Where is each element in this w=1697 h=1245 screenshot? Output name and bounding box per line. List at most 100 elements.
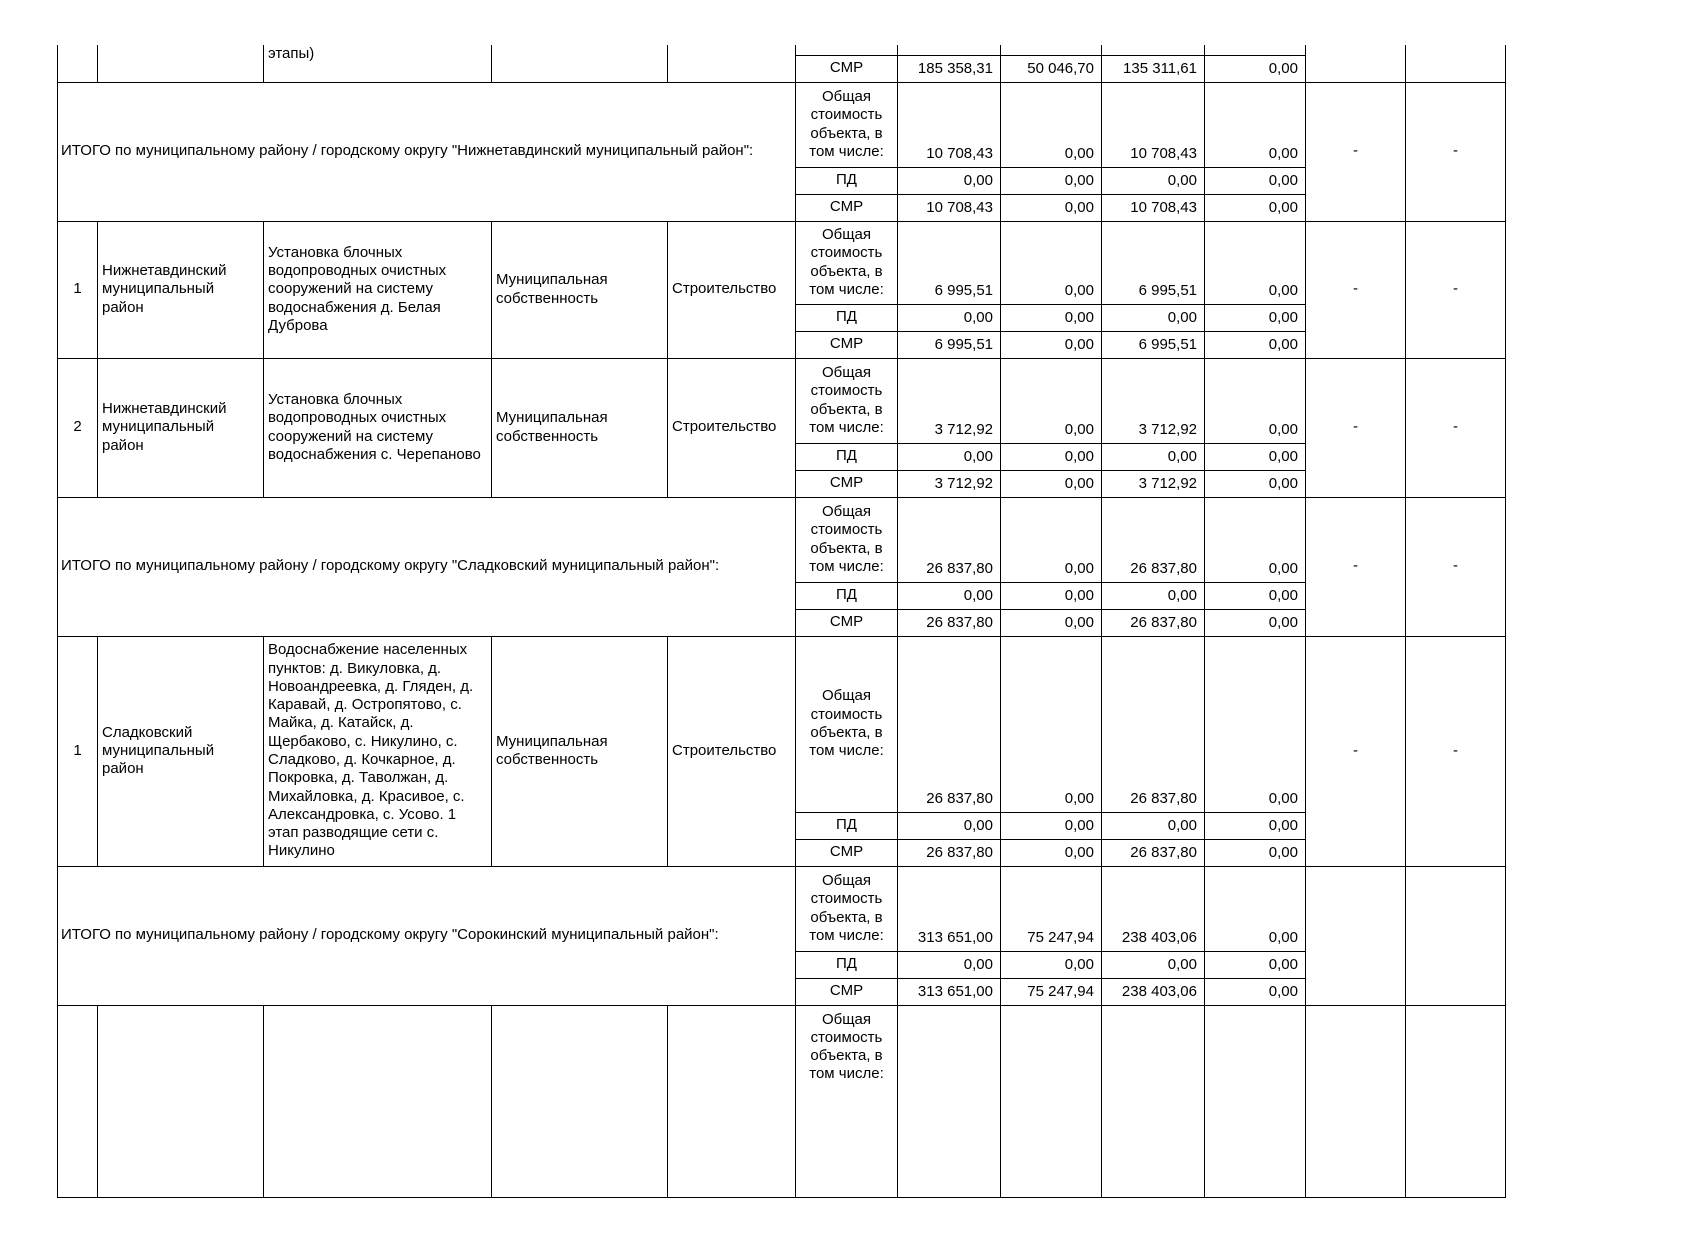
- cell-cost-type-label: Общая стоимость объекта, в том числе:: [795, 635, 898, 813]
- document-page: { "labels": { "total_cost": "Общая стоим…: [0, 45, 1697, 1245]
- cell-value-1: 0,00: [897, 950, 1001, 979]
- cost-table: этапы) СМР 185 358,31 50 046,70 135 311,…: [57, 45, 1506, 1198]
- cell-dash-2: -: [1405, 357, 1506, 498]
- cell-value-2: 0,00: [1000, 635, 1102, 813]
- row-partial-bottom: Общая стоимость объекта, в том числе:: [57, 1004, 1506, 1198]
- cell-municipality: [97, 45, 264, 83]
- cell-object-name: Установка блочных водопроводных очистных…: [263, 220, 492, 359]
- cell-value-2: 0,00: [1000, 838, 1102, 867]
- row-item: 1 Нижнетавдинский муниципальный район Ус…: [57, 220, 1506, 359]
- cell-cost-type-label: СМР: [795, 977, 898, 1006]
- cell-value-2: 75 247,94: [1000, 977, 1102, 1006]
- row-subtotal: ИТОГО по муниципальному району / городск…: [57, 81, 1506, 222]
- cell-value-1: 3 712,92: [897, 469, 1001, 498]
- cell-cost-type-label: СМР: [795, 54, 898, 83]
- cell-dash-1: -: [1305, 635, 1406, 867]
- cell-value-3: [1101, 45, 1205, 56]
- cell-dash-2: [1405, 1004, 1506, 1198]
- cell-value-2: 0,00: [1000, 608, 1102, 637]
- cell-subtotal-title: ИТОГО по муниципальному району / городск…: [57, 496, 796, 637]
- cell-value-2: 0,00: [1000, 220, 1102, 305]
- cell-object-name: [263, 1004, 492, 1198]
- cell-subtotal-title: ИТОГО по муниципальному району / городск…: [57, 81, 796, 222]
- cell-value-1: 0,00: [897, 811, 1001, 840]
- row-pd: ПД 0,00 0,00 0,00 0,00: [58, 442, 1506, 471]
- cell-work-type: Строительство: [667, 220, 796, 359]
- cell-value-4: 0,00: [1204, 303, 1306, 332]
- cell-value-4: 0,00: [1204, 977, 1306, 1006]
- cell-dash-1: -: [1305, 220, 1406, 359]
- cell-municipality: [97, 1004, 264, 1198]
- cell-value-1: 313 651,00: [897, 977, 1001, 1006]
- cell-value-4: 0,00: [1204, 496, 1306, 583]
- cell-value-3: 238 403,06: [1101, 865, 1205, 952]
- row-item: 2 Нижнетавдинский муниципальный район Ус…: [57, 357, 1506, 498]
- cell-cost-type-label: СМР: [795, 193, 898, 222]
- cell-value-3: 0,00: [1101, 950, 1205, 979]
- cell-dash-2: -: [1405, 220, 1506, 359]
- cell-cost-type-label: СМР: [795, 469, 898, 498]
- cell-municipality: Нижнетавдинский муниципальный район: [97, 220, 264, 359]
- cell-cost-type-label: ПД: [795, 581, 898, 610]
- cell-value-3: 26 837,80: [1101, 635, 1205, 813]
- cell-value-4: 0,00: [1204, 838, 1306, 867]
- cell-value-1: 10 708,43: [897, 81, 1001, 168]
- cell-ownership: Муниципальная собственность: [491, 635, 668, 867]
- cell-value-3: 0,00: [1101, 166, 1205, 195]
- cell-value-3: 26 837,80: [1101, 838, 1205, 867]
- row-smr: СМР 6 995,51 0,00 6 995,51 0,00: [58, 330, 1506, 359]
- cell-value-1: 26 837,80: [897, 838, 1001, 867]
- cell-value-3: 0,00: [1101, 811, 1205, 840]
- cell-value-2: 0,00: [1000, 442, 1102, 471]
- row-smr: СМР 26 837,80 0,00 26 837,80 0,00: [58, 838, 1506, 867]
- cell-row-number: 1: [57, 220, 98, 359]
- cell-cost-type-label: Общая стоимость объекта, в том числе:: [795, 865, 898, 952]
- cell-dash-2: -: [1405, 81, 1506, 222]
- row-subtotal: ИТОГО по муниципальному району / городск…: [57, 865, 1506, 1006]
- cell-value-1: 26 837,80: [897, 635, 1001, 813]
- cell-object-name: Установка блочных водопроводных очистных…: [263, 357, 492, 498]
- cell-dash-1: [1305, 45, 1406, 83]
- cell-value-2: 0,00: [1000, 193, 1102, 222]
- cell-value-1: 3 712,92: [897, 357, 1001, 444]
- cell-value-4: [1204, 1004, 1306, 1198]
- row-smr: СМР 26 837,80 0,00 26 837,80 0,00: [58, 608, 1506, 637]
- cell-value-4: 0,00: [1204, 635, 1306, 813]
- cell-cost-type-label: СМР: [795, 838, 898, 867]
- row-smr: СМР 10 708,43 0,00 10 708,43 0,00: [58, 193, 1506, 222]
- row-pd: ПД 0,00 0,00 0,00 0,00: [58, 166, 1506, 195]
- cell-value-4: 0,00: [1204, 865, 1306, 952]
- cell-value-3: 0,00: [1101, 581, 1205, 610]
- cell-value-2: [1000, 45, 1102, 56]
- cell-dash-2: [1405, 865, 1506, 1006]
- cell-object-name: Водоснабжение населенных пунктов: д. Вик…: [263, 635, 492, 867]
- cell-dash-2: -: [1405, 496, 1506, 637]
- row-item: 1 Сладковский муниципальный район Водосн…: [57, 635, 1506, 867]
- cell-work-type: [667, 45, 796, 83]
- cell-dash-1: -: [1305, 496, 1406, 637]
- cell-row-number: [57, 1004, 98, 1198]
- cell-dash-1: [1305, 1004, 1406, 1198]
- cell-value-1: 0,00: [897, 442, 1001, 471]
- cell-value-2: 0,00: [1000, 469, 1102, 498]
- cell-cost-type-label: СМР: [795, 608, 898, 637]
- cell-value-2: 0,00: [1000, 357, 1102, 444]
- cell-row-number: [57, 45, 98, 83]
- cell-value-4: 0,00: [1204, 193, 1306, 222]
- cell-value-1: 313 651,00: [897, 865, 1001, 952]
- row-pd: ПД 0,00 0,00 0,00 0,00: [58, 811, 1506, 840]
- cell-value-2: 0,00: [1000, 811, 1102, 840]
- cell-value-2: 0,00: [1000, 950, 1102, 979]
- cell-value-1: 185 358,31: [897, 54, 1001, 83]
- cell-value-1: [897, 45, 1001, 56]
- cell-value-4: 0,00: [1204, 950, 1306, 979]
- cell-value-3: 3 712,92: [1101, 357, 1205, 444]
- row-pd: ПД 0,00 0,00 0,00 0,00: [58, 303, 1506, 332]
- cell-value-1: 26 837,80: [897, 608, 1001, 637]
- cell-dash-1: -: [1305, 81, 1406, 222]
- cell-cost-type-label: ПД: [795, 442, 898, 471]
- cell-value-1: 6 995,51: [897, 220, 1001, 305]
- cell-cost-type-label: Общая стоимость объекта, в том числе:: [795, 496, 898, 583]
- cell-value-1: 0,00: [897, 303, 1001, 332]
- cell-value-3: 6 995,51: [1101, 220, 1205, 305]
